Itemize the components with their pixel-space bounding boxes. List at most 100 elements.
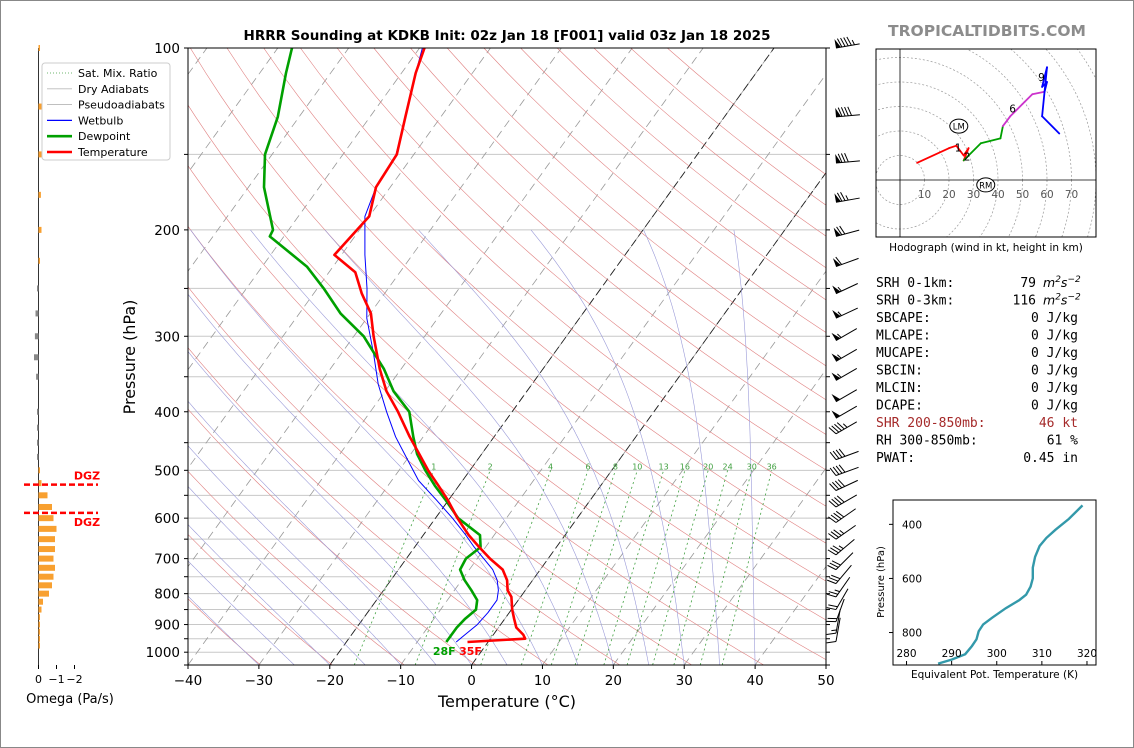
barb-feather — [829, 467, 837, 476]
barb-feather — [843, 37, 849, 47]
y-tick-label: 100 — [154, 41, 180, 57]
omega-bar — [38, 642, 40, 649]
barb-feather — [839, 225, 846, 235]
barb-feather — [836, 192, 843, 202]
stat-label: DCAPE: — [876, 399, 923, 414]
barb-shaft — [835, 307, 858, 319]
barb-flag — [832, 310, 841, 319]
barb-shaft — [835, 564, 852, 584]
stat-label: SRH 0-3km: — [876, 294, 954, 309]
omega-bar — [38, 590, 49, 597]
moist-adiabat — [643, 229, 720, 665]
isotherm — [542, 270, 826, 665]
wind-barb — [835, 153, 860, 164]
omega-panel: 0 −1 −2 Omega (Pa/s) DGZ DGZ — [24, 45, 114, 707]
stat-row: SBCIN: 0 J/kg — [876, 364, 1078, 379]
x-tick-label: −20 — [316, 673, 345, 689]
barb-feather — [840, 153, 846, 163]
barb-feather — [831, 425, 840, 433]
stat-value: 0.45 in — [1023, 451, 1078, 466]
omega-bar — [38, 555, 54, 562]
barb-feather — [835, 465, 843, 474]
mixing-ratio-line — [626, 470, 686, 665]
stat-unit: m2s−2 — [1043, 275, 1081, 290]
dry-adiabat — [190, 48, 826, 621]
stat-value: 0 J/kg — [1031, 329, 1078, 344]
x-tick-label: 40 — [747, 673, 764, 689]
hodograph-panel: 10 20 30 40 50 60 70 12 6 9 LM RM Hodograph (wind in… — [875, 48, 1097, 254]
barb-feather — [831, 574, 841, 580]
mixing-ratio-label: 8 — [613, 462, 618, 471]
dry-adiabat — [188, 408, 477, 665]
omega-bar — [36, 373, 39, 380]
barb-feather — [836, 422, 845, 430]
omega-bar — [38, 582, 52, 589]
omega-bar — [34, 354, 39, 361]
stat-unit-base: s — [1061, 293, 1068, 308]
y-tick-label: 500 — [154, 463, 180, 479]
barb-feather — [829, 577, 839, 582]
stat-row: MUCAPE: 0 J/kg — [876, 346, 1078, 361]
omega-bar — [38, 573, 54, 580]
wind-barb — [832, 283, 858, 295]
stat-value: 0 J/kg — [1031, 364, 1078, 379]
barb-half-feather — [842, 423, 848, 428]
surface-dewpoint-label: 28F — [433, 645, 456, 658]
barb-feather — [826, 607, 837, 611]
stat-value: 0 J/kg — [1031, 399, 1078, 414]
mixing-ratio-line — [652, 470, 709, 665]
x-tick-label: −30 — [245, 673, 274, 689]
barb-feather — [833, 512, 842, 520]
hodo-ring-label: 20 — [942, 189, 955, 201]
y-tick-label: 400 — [154, 405, 180, 421]
hodo-segment — [962, 142, 982, 162]
barb-half-feather — [837, 286, 842, 292]
hodograph-inner: 10 20 30 40 50 60 70 12 6 9 LM RM — [876, 49, 1096, 237]
barb-feather — [834, 423, 842, 431]
barb-feather — [844, 106, 849, 116]
barb-shaft — [835, 257, 859, 268]
barb-feather — [837, 153, 843, 163]
stat-value: 0 J/kg — [1031, 346, 1078, 361]
skewt-frame — [187, 47, 827, 666]
hodo-segment — [1041, 66, 1048, 118]
dry-adiabat — [373, 48, 826, 435]
moist-adiabat — [188, 595, 260, 665]
barb-feather — [835, 449, 843, 458]
x-tick-label: 30 — [676, 673, 693, 689]
hodo-segment — [916, 147, 950, 164]
y-tick-label: 900 — [154, 618, 180, 634]
dry-adiabat — [226, 48, 826, 582]
hodo-segment — [1002, 115, 1012, 127]
theta-e-frame — [892, 499, 1097, 666]
wind-barb — [828, 421, 858, 435]
omega-bar — [38, 191, 41, 198]
hodo-segment — [1041, 115, 1061, 135]
mixing-ratio-line — [721, 470, 773, 665]
isotherm — [188, 48, 633, 665]
barb-feather — [838, 464, 846, 473]
omega-bar — [38, 546, 55, 553]
x-tick-label: 0 — [467, 673, 476, 689]
barb-feather — [829, 562, 839, 568]
stat-unit-exp: −2 — [1067, 275, 1081, 285]
barb-shaft — [835, 421, 858, 435]
moist-adiabat — [418, 229, 650, 665]
stat-unit-base: m — [1043, 293, 1055, 308]
omega-bar — [37, 439, 39, 446]
barb-feather — [828, 533, 837, 540]
barb-flag — [835, 154, 841, 163]
omega-bar — [38, 467, 40, 474]
hodo-segment — [979, 137, 1002, 145]
y-tick-label: 300 — [154, 329, 180, 345]
moist-adiabat — [188, 524, 331, 665]
dry-adiabat — [188, 165, 764, 665]
dry-adiabat — [520, 48, 826, 301]
barb-shaft — [835, 494, 858, 508]
hodo-segment — [948, 144, 958, 150]
mixing-ratio-label: 4 — [548, 462, 553, 471]
stat-label: SBCAPE: — [876, 311, 931, 326]
y-tick-label: 700 — [154, 552, 180, 568]
wind-barb — [826, 617, 841, 644]
